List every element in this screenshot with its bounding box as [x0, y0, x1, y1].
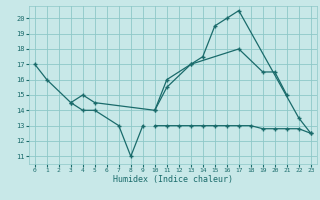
- X-axis label: Humidex (Indice chaleur): Humidex (Indice chaleur): [113, 175, 233, 184]
